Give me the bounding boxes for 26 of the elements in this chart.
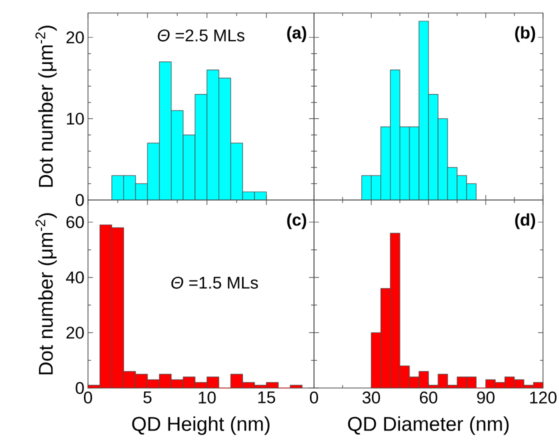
annotation: (d) xyxy=(515,213,536,230)
annotation: (c) xyxy=(287,213,306,230)
y-tick-label: 10 xyxy=(66,112,84,125)
y-axis-title: Dot number (μm$^{-2}$) xyxy=(35,26,57,187)
annotation: (a) xyxy=(287,26,306,42)
x-tick-label: 15 xyxy=(258,392,276,404)
y-tick-label: 60 xyxy=(66,216,84,228)
y-tick-label: 40 xyxy=(66,271,84,284)
x-tick-label: 60 xyxy=(420,392,438,404)
y-tick-label: 0 xyxy=(76,382,84,394)
y-tick-label: 20 xyxy=(66,326,84,339)
x-tick-label: 5 xyxy=(143,392,152,404)
y-axis-title: Dot number (μm$^{-2}$) xyxy=(35,213,57,374)
x-tick-label: 90 xyxy=(477,392,495,404)
y-tick-label: 0 xyxy=(76,194,84,206)
x-axis-title: QD Height (nm) xyxy=(132,416,270,435)
x-tick-label: 120 xyxy=(530,392,556,404)
annotation: (b) xyxy=(515,26,536,42)
x-tick-label: 0 xyxy=(310,392,318,404)
x-tick-label: 30 xyxy=(362,392,380,404)
x-tick-label: 0 xyxy=(84,392,92,404)
y-tick-label: 20 xyxy=(66,31,84,44)
x-tick-label: 10 xyxy=(198,392,216,404)
annotation: Θ =1.5 MLs xyxy=(171,276,258,289)
annotation: Θ =2.5 MLs xyxy=(158,29,244,42)
x-axis-title: QD Diameter (nm) xyxy=(348,416,509,435)
